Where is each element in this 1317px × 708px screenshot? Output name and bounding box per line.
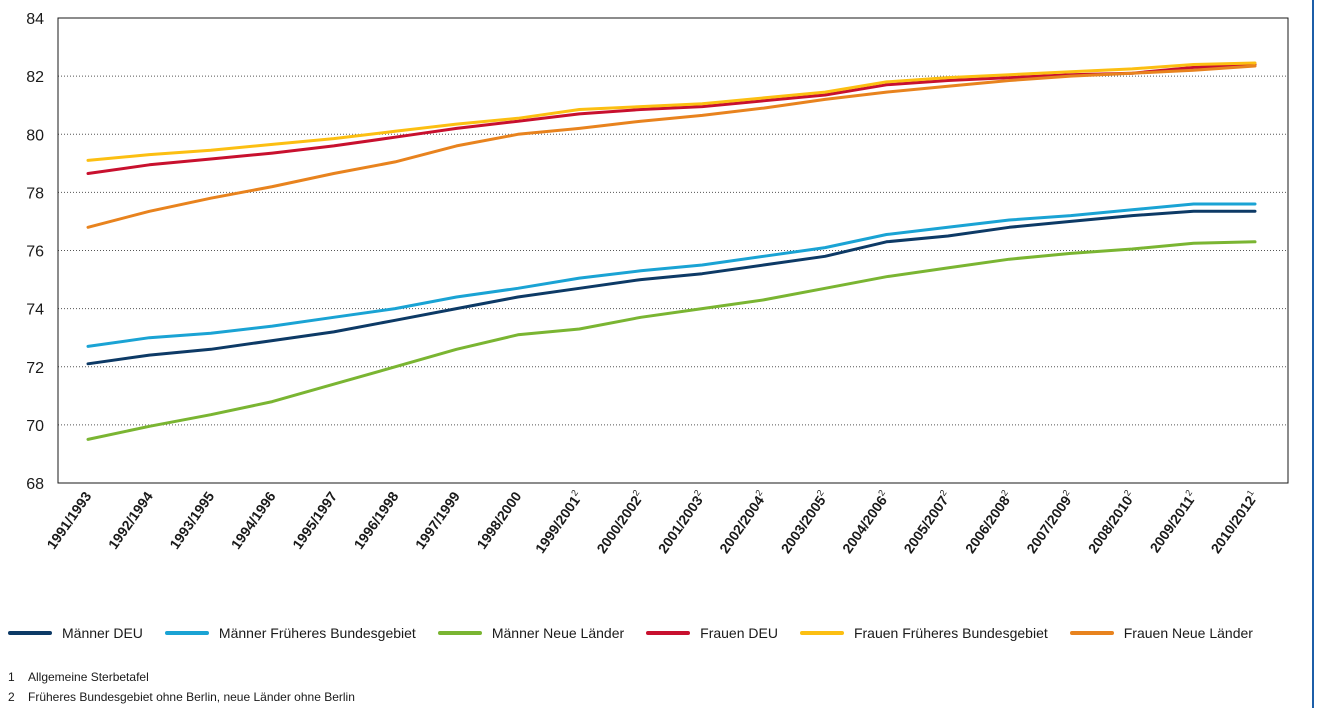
- x-tick-label: 1997/1999: [412, 488, 463, 552]
- x-tick-footnote-mark: 2: [630, 488, 641, 498]
- legend-item: Frauen Neue Länder: [1069, 625, 1253, 641]
- x-tick-footnote-mark: 2: [1122, 488, 1133, 498]
- legend-label: Männer Früheres Bundesgebiet: [218, 625, 416, 641]
- x-tick-label: 2010/20121: [1207, 488, 1262, 556]
- right-border-rule: [1312, 0, 1314, 708]
- x-tick-footnote-mark: 2: [999, 488, 1010, 498]
- legend-item: Männer Neue Länder: [437, 625, 625, 641]
- footnotes: 1 Allgemeine Sterbetafel 2 Früheres Bundes…: [8, 667, 355, 707]
- series-line: [86, 61, 1257, 162]
- y-tick-label: 70: [26, 418, 44, 435]
- legend-swatch: [646, 631, 691, 635]
- x-tick-footnote-mark: 2: [1183, 488, 1194, 498]
- x-tick-label: 1991/1993: [43, 488, 94, 552]
- grid-lines: [58, 75, 1288, 426]
- plot-frame: [57, 17, 1289, 484]
- x-tick-label: 2000/20022: [592, 488, 647, 556]
- y-tick-label: 78: [26, 185, 44, 202]
- x-tick-footnote-mark: 2: [1060, 488, 1071, 498]
- x-tick-footnote-mark: 2: [692, 488, 703, 498]
- x-tick-footnote-mark: 2: [815, 488, 826, 498]
- legend-label: Männer Neue Länder: [491, 625, 625, 641]
- x-tick-label: 2005/20072: [900, 488, 955, 556]
- legend-label: Männer DEU: [62, 625, 143, 641]
- series-line: [86, 64, 1257, 229]
- x-tick-label: 2008/20102: [1084, 488, 1139, 556]
- x-tick-label: 2007/20092: [1022, 488, 1077, 556]
- x-tick-label: 1993/1995: [166, 488, 217, 552]
- legend-label: Frauen Früheres Bundesgebiet: [853, 625, 1048, 641]
- footnote-number: 1: [8, 670, 15, 684]
- x-tick-label: 2001/20032: [654, 488, 709, 556]
- legend-item: Frauen DEU: [646, 625, 778, 641]
- x-tick-label: 2002/20042: [715, 488, 770, 556]
- x-tick-label: 2003/20052: [777, 488, 832, 556]
- legend-item: Männer Früheres Bundesgebiet: [164, 625, 416, 641]
- y-tick-label: 76: [26, 244, 44, 261]
- series-line: [86, 209, 1257, 366]
- x-tick-footnote-mark: 2: [753, 488, 764, 498]
- series-line: [86, 240, 1257, 441]
- y-tick-label: 74: [26, 302, 44, 319]
- legend-swatch: [8, 631, 52, 635]
- series-lines: [86, 61, 1257, 441]
- x-tick-label: 1998/2000: [473, 488, 524, 552]
- x-tick-label: 2004/20062: [838, 488, 893, 556]
- x-tick-label: 1996/1998: [350, 488, 401, 552]
- x-tick-footnote-mark: 2: [876, 488, 887, 498]
- series-line: [86, 202, 1257, 348]
- x-axis: 1991/1993 1992/1994 1993/1995 1994/1996 1995…: [43, 488, 1261, 556]
- x-tick-label: 1995/1997: [289, 488, 340, 552]
- series-line: [86, 63, 1257, 175]
- footnote-1: 1 Allgemeine Sterbetafel: [8, 667, 355, 687]
- x-tick-footnote-mark: 1: [1245, 488, 1256, 498]
- legend-item: Frauen Früheres Bundesgebiet: [799, 625, 1048, 641]
- footnote-number: 2: [8, 690, 15, 704]
- legend-swatch: [164, 631, 209, 635]
- legend: Männer DEU Männer Früheres Bundesgebiet Mä…: [8, 622, 1308, 644]
- y-tick-label: 68: [26, 476, 44, 493]
- footnote-text: Früheres Bundesgebiet ohne Berlin, neue …: [28, 690, 355, 704]
- footnote-2: 2 Früheres Bundesgebiet ohne Berlin, neue…: [8, 687, 355, 707]
- x-tick-footnote-mark: 2: [938, 488, 949, 498]
- x-tick-label: 2006/20082: [961, 488, 1016, 556]
- y-tick-label: 80: [26, 127, 44, 144]
- y-tick-label: 72: [26, 360, 44, 377]
- legend-label: Frauen Neue Länder: [1123, 625, 1253, 641]
- x-tick-label: 1999/20012: [531, 488, 586, 556]
- legend-swatch: [437, 631, 482, 635]
- footnote-text: Allgemeine Sterbetafel: [28, 670, 149, 684]
- y-tick-label: 82: [26, 69, 44, 86]
- y-tick-label: 84: [26, 11, 44, 28]
- y-axis: 68 70 72 74 76 78 80 82 84: [26, 11, 44, 493]
- x-tick-footnote-mark: 2: [569, 488, 580, 498]
- x-tick-label: 1994/1996: [228, 488, 279, 552]
- legend-swatch: [799, 631, 844, 635]
- legend-item: Männer DEU: [8, 625, 143, 641]
- x-tick-label: 1992/1994: [105, 488, 156, 552]
- x-tick-label: 2009/20112: [1146, 488, 1200, 555]
- legend-swatch: [1069, 631, 1114, 635]
- legend-label: Frauen DEU: [700, 625, 778, 641]
